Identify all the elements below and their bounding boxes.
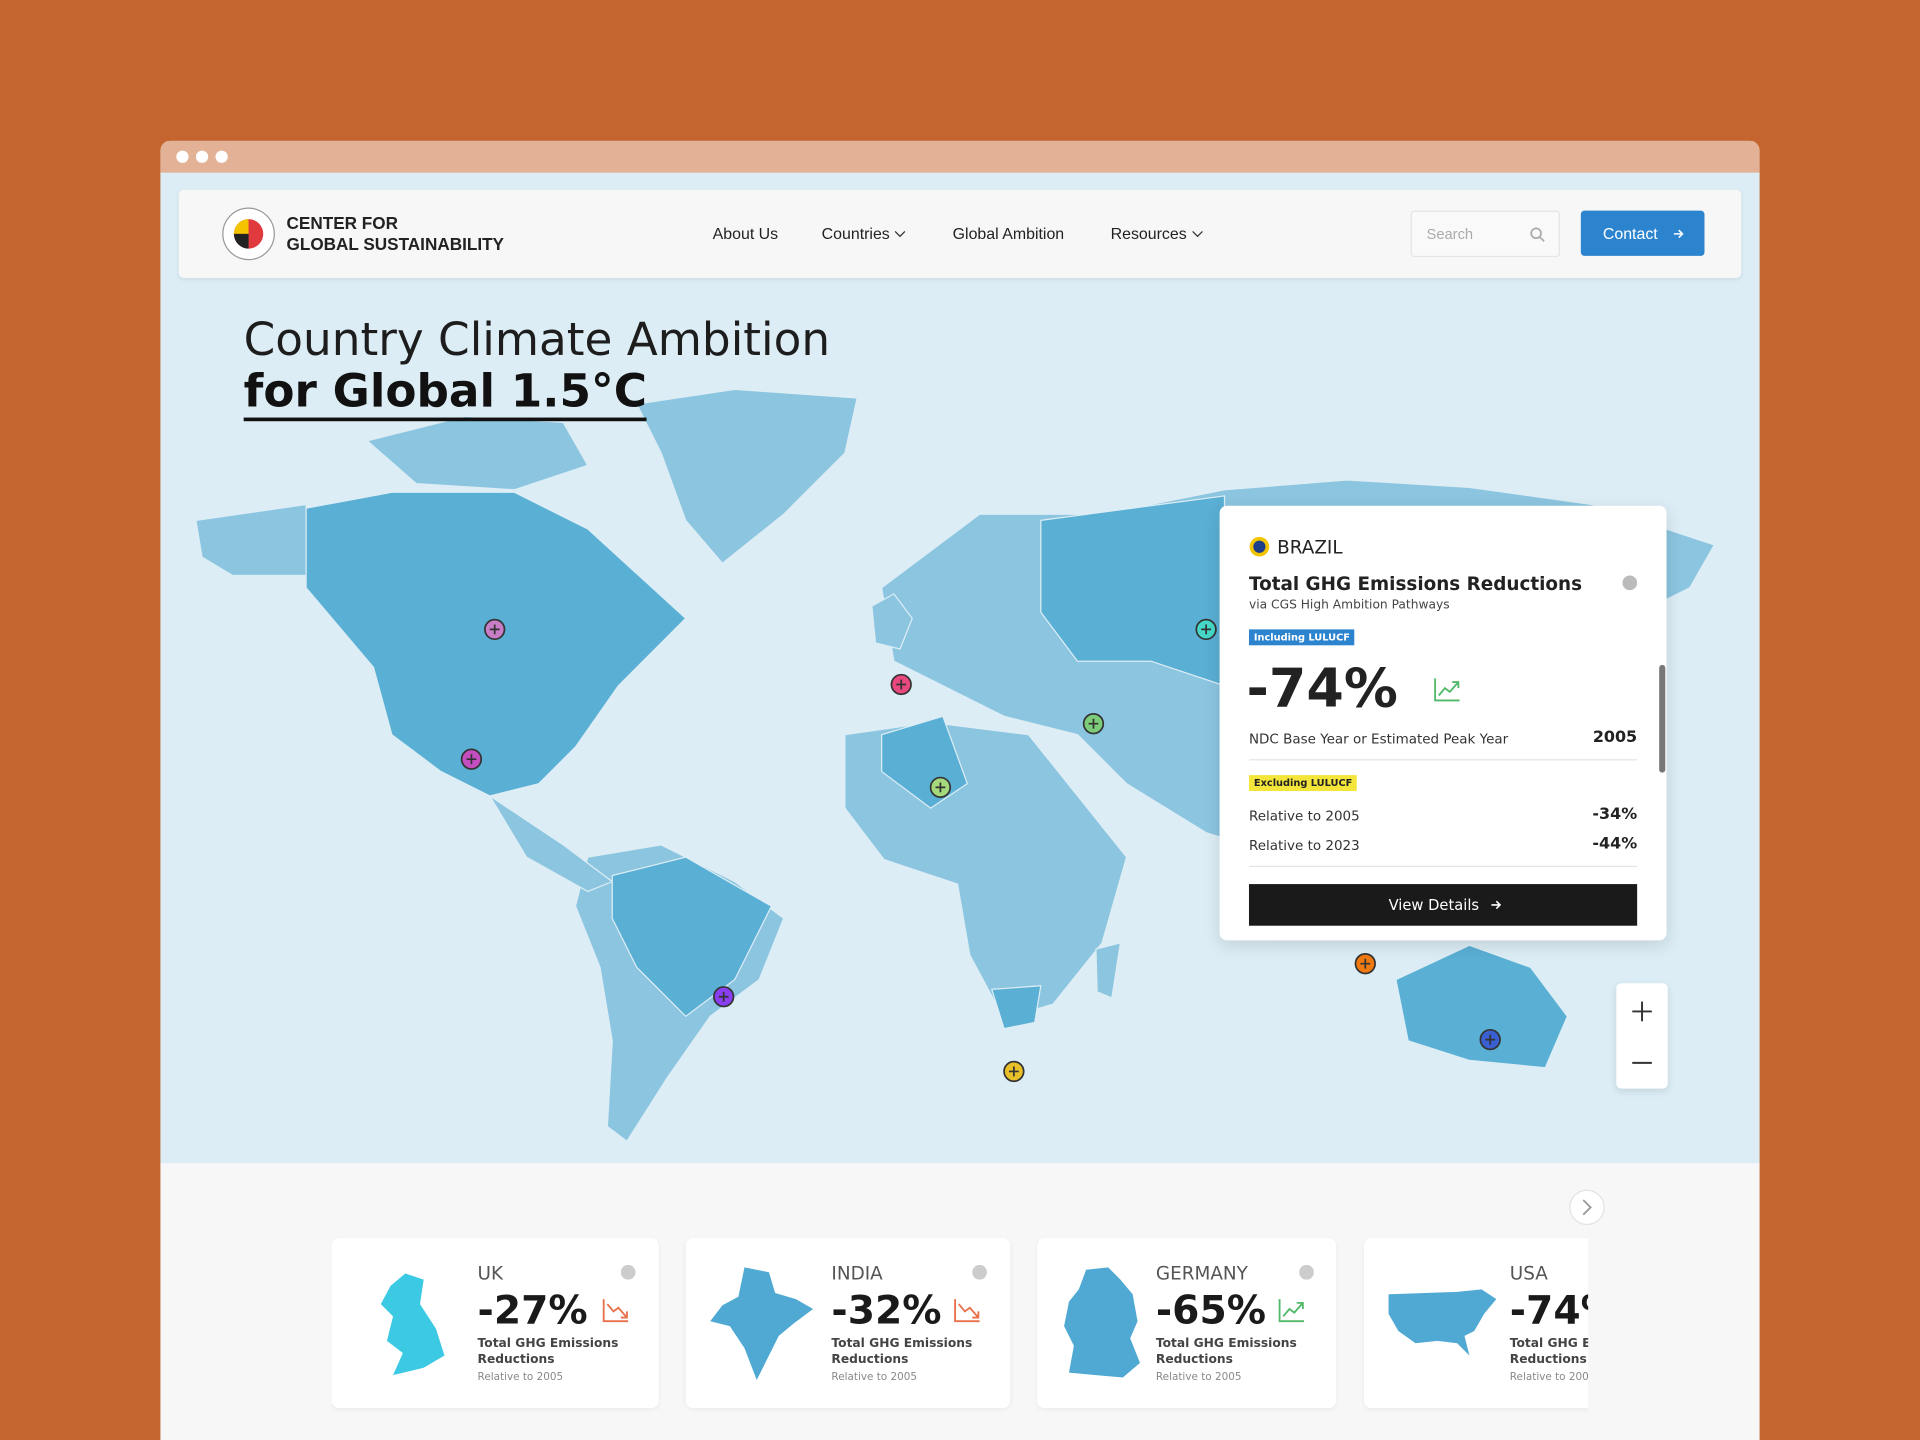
featured-section: UK -27% Total GHG Emissions Reductions R… (160, 1163, 1760, 1440)
info-icon[interactable] (1299, 1264, 1314, 1280)
window-dot (195, 150, 209, 163)
card-label: Total GHG Emissions Reductions (1509, 1337, 1588, 1367)
nav-link[interactable]: Resources (1111, 224, 1204, 242)
info-icon[interactable] (620, 1264, 636, 1280)
country-shape (1388, 1289, 1497, 1356)
browser-window: CENTER FOR GLOBAL SUSTAINABILITY About U… (160, 140, 1760, 1440)
card-label: Total GHG Emissions Reductions (477, 1337, 619, 1367)
logo-line: GLOBAL SUSTAINABILITY (286, 233, 504, 254)
hero-title-bold: for Global 1.5°C (243, 366, 647, 422)
zoom-in[interactable] (1631, 1000, 1653, 1022)
card-value: -65% (1155, 1286, 1266, 1334)
card-label: Total GHG Emissions Reductions (831, 1337, 973, 1367)
chevron (894, 230, 906, 238)
card-note: Relative to 2005 (1509, 1371, 1589, 1384)
popup-value: -74% (1246, 657, 1398, 720)
logo-text[interactable]: CENTER FOR GLOBAL SUSTAINABILITY (287, 213, 504, 255)
country-card[interactable]: USA -74% Total GHG Emissions Reductions … (1364, 1237, 1589, 1409)
title-bar (160, 140, 1760, 173)
country-card[interactable]: INDIA -32% Total GHG Emissions Reduction… (685, 1237, 1011, 1409)
trend-up-icon (1434, 678, 1460, 702)
card-country: USA (1509, 1262, 1548, 1285)
chevron (1191, 230, 1203, 238)
card-note: Relative to 2005 (477, 1371, 564, 1384)
row-label: Relative to 2005 (1248, 808, 1360, 825)
info-icon[interactable] (972, 1264, 987, 1280)
zoom-out[interactable] (1631, 1052, 1653, 1074)
view-details-button[interactable]: View Details (1248, 884, 1638, 926)
search-icon (1530, 227, 1545, 242)
scrollbar[interactable] (1659, 664, 1666, 773)
arrow-icon (1491, 900, 1502, 910)
card-note: Relative to 2005 (831, 1371, 917, 1384)
carousel-next[interactable] (1569, 1189, 1606, 1226)
card-carousel: UK -27% Total GHG Emissions Reductions R… (331, 1163, 1589, 1440)
country-card[interactable]: UK -27% Total GHG Emissions Reductions R… (331, 1237, 659, 1409)
contact-label: Contact (1602, 224, 1658, 243)
button-label: View Details (1388, 896, 1480, 914)
country-card[interactable]: GERMANY -65% Total GHG Emissions Reducti… (1037, 1237, 1336, 1409)
nav-label: Countries (821, 224, 890, 243)
window-dot (215, 150, 228, 163)
nav-link[interactable]: Global Ambition (952, 224, 1065, 243)
card-value: -74% (1509, 1286, 1588, 1334)
country-popup: BRAZIL Total GHG Emissions Reductions vi… (1219, 505, 1667, 941)
hero-title: Country Climate Ambition (243, 313, 831, 367)
flag-icon (1249, 536, 1270, 557)
nav-link[interactable]: About Us (712, 224, 779, 243)
row-value: 2005 (1592, 728, 1638, 747)
badge: Including LULUCF (1248, 629, 1355, 646)
logo-line: CENTER FOR (286, 213, 398, 233)
row-label: Relative to 2023 (1248, 837, 1360, 854)
popup-subtitle: via CGS High Ambition Pathways (1248, 598, 1450, 613)
popup-country: BRAZIL (1277, 536, 1343, 559)
arrow-icon (1673, 229, 1684, 239)
divider (1248, 759, 1638, 761)
badge: Excluding LULUCF (1248, 775, 1358, 792)
card-value: -27% (477, 1286, 588, 1334)
divider (1248, 865, 1638, 867)
zoom-controls (1616, 983, 1668, 1089)
card-country: GERMANY (1155, 1262, 1248, 1285)
country-shape (710, 1267, 814, 1380)
window-dot (176, 150, 189, 163)
nav-link[interactable]: Countries (822, 224, 907, 242)
row-value: -44% (1592, 835, 1638, 854)
card-country: UK (477, 1262, 504, 1285)
search-placeholder: Search (1426, 225, 1474, 243)
contact-button[interactable]: Contact (1580, 210, 1705, 256)
row-label: NDC Base Year or Estimated Peak Year (1248, 731, 1509, 747)
card-value: -32% (831, 1286, 942, 1334)
country-shape (380, 1273, 445, 1376)
card-country: INDIA (831, 1262, 883, 1285)
trend-up-icon (1278, 1299, 1305, 1323)
trend-down-icon (602, 1299, 629, 1323)
logo-seal (222, 207, 275, 261)
card-label: Total GHG Emissions Reductions (1155, 1337, 1297, 1367)
row-value: -34% (1592, 805, 1638, 825)
nav-label: Resources (1110, 224, 1187, 243)
info-icon[interactable] (1622, 575, 1638, 591)
popup-title: Total GHG Emissions Reductions (1248, 573, 1583, 596)
map-markers (460, 618, 1501, 1083)
card-note: Relative to 2005 (1155, 1371, 1242, 1384)
search-box[interactable]: Search (1410, 210, 1560, 258)
country-shape (1064, 1267, 1140, 1378)
trend-down-icon (954, 1299, 980, 1323)
nav-bar: CENTER FOR GLOBAL SUSTAINABILITY About U… (178, 189, 1742, 278)
